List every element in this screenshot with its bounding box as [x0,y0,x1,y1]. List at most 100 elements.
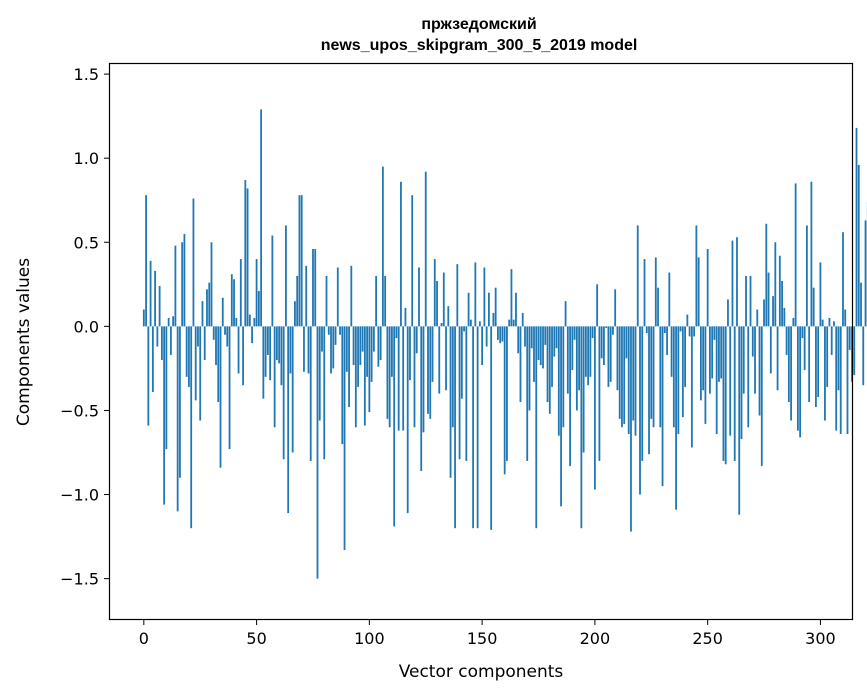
bar [819,262,822,327]
bar [262,326,265,399]
bar [323,326,326,460]
bar [334,326,337,345]
bar [158,286,161,327]
bar [237,326,240,374]
bar [332,326,335,369]
bar [445,326,447,391]
bar [381,166,384,327]
bar [325,275,328,327]
bar [190,326,193,529]
bar [167,317,170,327]
bar [442,272,445,327]
bar [661,326,664,487]
bar [591,326,594,339]
bar [855,127,858,327]
bar [724,326,727,465]
bar [763,299,765,327]
bar [573,326,576,340]
bar [634,326,637,436]
bar [192,198,195,327]
bar [526,326,529,461]
bar [533,326,535,382]
bar [352,326,355,366]
bar [476,326,479,529]
bar [506,326,508,461]
chart-subtitle: news_upos_skipgram_300_5_2019 model [321,37,638,54]
bar [451,326,454,428]
bar [363,326,366,426]
bar [738,326,741,515]
bar [255,259,258,327]
bar [833,321,835,327]
bar [542,326,544,369]
bar [217,326,220,403]
bar [431,326,434,382]
bar [857,164,860,327]
bar [142,309,145,327]
bar [271,235,274,327]
y-tick-label: 1.0 [74,149,99,168]
bar [253,317,256,327]
bar [575,326,578,411]
bar [289,326,292,374]
bar [546,326,549,403]
bar [176,326,179,512]
bar [803,326,806,371]
bar [433,259,436,327]
bar [199,326,202,421]
bar [303,326,305,372]
bar [566,326,569,394]
bar [160,326,163,360]
bar [154,270,156,327]
bar [792,317,795,327]
bar [400,181,402,327]
bar [688,326,691,337]
bar [835,326,838,431]
bar [659,326,662,428]
bar [510,269,513,327]
bar [787,326,790,403]
bar [627,326,630,434]
bar [181,242,184,327]
bar [747,326,750,428]
bar [456,264,459,327]
bar [375,275,378,327]
bar [812,287,815,327]
bars-group [142,109,867,579]
bar [794,183,797,327]
bar [278,326,281,364]
bar [233,279,235,327]
bar [817,326,820,397]
bar [727,299,729,327]
bar [600,326,603,359]
bar [551,326,553,387]
bar [781,280,783,327]
bar [614,289,617,327]
bar [228,326,231,450]
bar [280,326,283,386]
bar [327,326,330,335]
bar [718,326,720,382]
bar [330,326,332,374]
bar [440,323,443,327]
bar [679,326,682,332]
bar [404,307,407,327]
bar [821,319,824,327]
bar [418,267,420,327]
bar [578,326,580,391]
bar [185,326,188,377]
bar [151,326,154,392]
x-tick-label: 0 [139,629,149,648]
bar [415,326,418,354]
bar [388,326,391,428]
bar [824,326,826,421]
bar [535,326,538,529]
bar [165,326,168,450]
bar [454,326,456,529]
bar [298,195,301,327]
y-tick-label: −1.5 [60,570,99,589]
bar [537,326,540,360]
bar [641,326,644,461]
bar [544,326,547,345]
bar [343,326,346,551]
